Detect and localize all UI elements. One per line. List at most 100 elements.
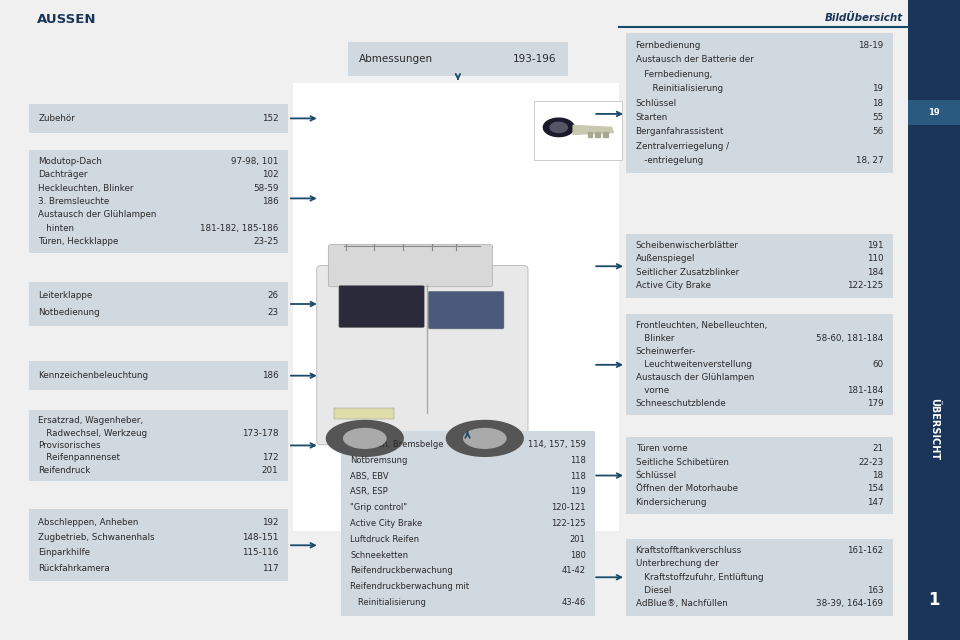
Text: Blinker: Blinker [636,333,674,342]
Text: Scheinwerfer-: Scheinwerfer- [636,347,696,356]
FancyBboxPatch shape [29,282,288,326]
Text: Heckleuchten, Blinker: Heckleuchten, Blinker [38,184,133,193]
Polygon shape [573,125,613,134]
Text: Notbedienung: Notbedienung [38,308,100,317]
Text: Active City Brake: Active City Brake [636,281,710,291]
FancyBboxPatch shape [908,0,960,640]
Text: Berganfahrassistent: Berganfahrassistent [636,127,724,136]
Polygon shape [588,132,592,137]
Text: Schneeschutzblende: Schneeschutzblende [636,399,726,408]
FancyBboxPatch shape [534,101,622,160]
Text: 179: 179 [867,399,883,408]
Polygon shape [326,420,403,456]
Text: ÜBERSICHT: ÜBERSICHT [929,397,939,460]
Text: Austausch der Glühlampen: Austausch der Glühlampen [636,372,754,381]
Text: 191: 191 [867,241,883,250]
Text: 184: 184 [867,268,883,277]
Text: 58-59: 58-59 [252,184,278,193]
FancyBboxPatch shape [29,150,288,253]
Text: Leiterklappe: Leiterklappe [38,291,93,300]
Text: Luftdruck Reifen: Luftdruck Reifen [350,535,420,544]
Text: 23: 23 [267,308,278,317]
Text: Diesel: Diesel [636,586,671,595]
Text: BildÜbersicht: BildÜbersicht [825,13,903,23]
Text: 120-121: 120-121 [551,503,586,512]
Text: 102: 102 [262,170,278,179]
Text: Abschleppen, Anheben: Abschleppen, Anheben [38,518,139,527]
Text: 18: 18 [872,99,883,108]
FancyBboxPatch shape [908,100,960,125]
Text: Außenspiegel: Außenspiegel [636,254,695,264]
Text: Zubehör: Zubehör [38,114,75,123]
Text: 115-116: 115-116 [242,548,278,557]
FancyBboxPatch shape [29,410,288,481]
Text: 56: 56 [872,127,883,136]
Text: 186: 186 [262,371,278,380]
Text: 163: 163 [867,586,883,595]
Text: 26: 26 [268,291,278,300]
FancyBboxPatch shape [29,509,288,581]
Text: 119: 119 [570,488,586,497]
Text: Kennzeichenbeleuchtung: Kennzeichenbeleuchtung [38,371,149,380]
Text: Reifenpannenset: Reifenpannenset [38,453,120,462]
FancyBboxPatch shape [341,431,595,616]
Text: Unterbrechung der: Unterbrechung der [636,559,718,568]
Text: Scheibenwischerblätter: Scheibenwischerblätter [636,241,738,250]
FancyBboxPatch shape [29,104,288,133]
Text: 192: 192 [262,518,278,527]
Text: ASR, ESP: ASR, ESP [350,488,388,497]
FancyBboxPatch shape [348,42,568,76]
Text: 118: 118 [569,472,586,481]
Text: 122-125: 122-125 [847,281,883,291]
Text: Seitlicher Zusatzblinker: Seitlicher Zusatzblinker [636,268,739,277]
Text: 60: 60 [872,360,883,369]
Text: Frontleuchten, Nebelleuchten,: Frontleuchten, Nebelleuchten, [636,321,767,330]
Text: 18: 18 [872,471,883,480]
Text: 147: 147 [867,498,883,507]
Text: Modutop-Dach: Modutop-Dach [38,157,103,166]
Text: Reinitialisierung: Reinitialisierung [636,84,723,93]
Text: hinten: hinten [38,224,75,233]
Text: Active City Brake: Active City Brake [350,519,422,528]
Text: Kindersicherung: Kindersicherung [636,498,707,507]
Text: AUSSEN: AUSSEN [36,13,96,26]
Polygon shape [595,132,600,137]
Polygon shape [603,132,608,137]
Text: 21: 21 [873,444,883,453]
Text: -entriegelung: -entriegelung [636,156,703,165]
Text: Reifendruckberwachung mit: Reifendruckberwachung mit [350,582,469,591]
Text: Kraftstoffzufuhr, Entlüftung: Kraftstoffzufuhr, Entlüftung [636,573,763,582]
Text: 22-23: 22-23 [858,458,883,467]
Bar [334,408,394,419]
Text: Zentralverriegelung /: Zentralverriegelung / [636,141,729,150]
Text: Austausch der Batterie der: Austausch der Batterie der [636,56,754,65]
Text: 148-151: 148-151 [242,533,278,542]
Text: 55: 55 [872,113,883,122]
Text: 117: 117 [262,564,278,573]
Text: 43-46: 43-46 [562,598,586,607]
Text: 23-25: 23-25 [253,237,278,246]
Text: 201: 201 [262,465,278,474]
Text: 180: 180 [569,550,586,559]
Text: Zugbetrieb, Schwanenhals: Zugbetrieb, Schwanenhals [38,533,155,542]
Text: 58-60, 181-184: 58-60, 181-184 [816,333,883,342]
Text: 122-125: 122-125 [551,519,586,528]
Text: 173-178: 173-178 [242,429,278,438]
Text: ABS, EBV: ABS, EBV [350,472,389,481]
Polygon shape [550,122,567,132]
Text: 97-98, 101: 97-98, 101 [231,157,278,166]
Text: Leuchtweitenverstellung: Leuchtweitenverstellung [636,360,752,369]
FancyBboxPatch shape [626,437,893,514]
Text: Kraftstofftankverschluss: Kraftstofftankverschluss [636,546,742,555]
Text: 38-39, 164-169: 38-39, 164-169 [816,600,883,609]
Text: 1: 1 [928,591,940,609]
Text: Austausch der Glühlampen: Austausch der Glühlampen [38,211,156,220]
Text: Ersatzrad, Wagenheber,: Ersatzrad, Wagenheber, [38,417,144,426]
Text: "Grip control": "Grip control" [350,503,408,512]
Text: 114, 157, 159: 114, 157, 159 [528,440,586,449]
Text: 181-182, 185-186: 181-182, 185-186 [200,224,278,233]
Polygon shape [344,429,386,448]
Text: Seitliche Schibetüren: Seitliche Schibetüren [636,458,729,467]
Text: Notbremsung: Notbremsung [350,456,408,465]
Text: Fernbedienung,: Fernbedienung, [636,70,711,79]
